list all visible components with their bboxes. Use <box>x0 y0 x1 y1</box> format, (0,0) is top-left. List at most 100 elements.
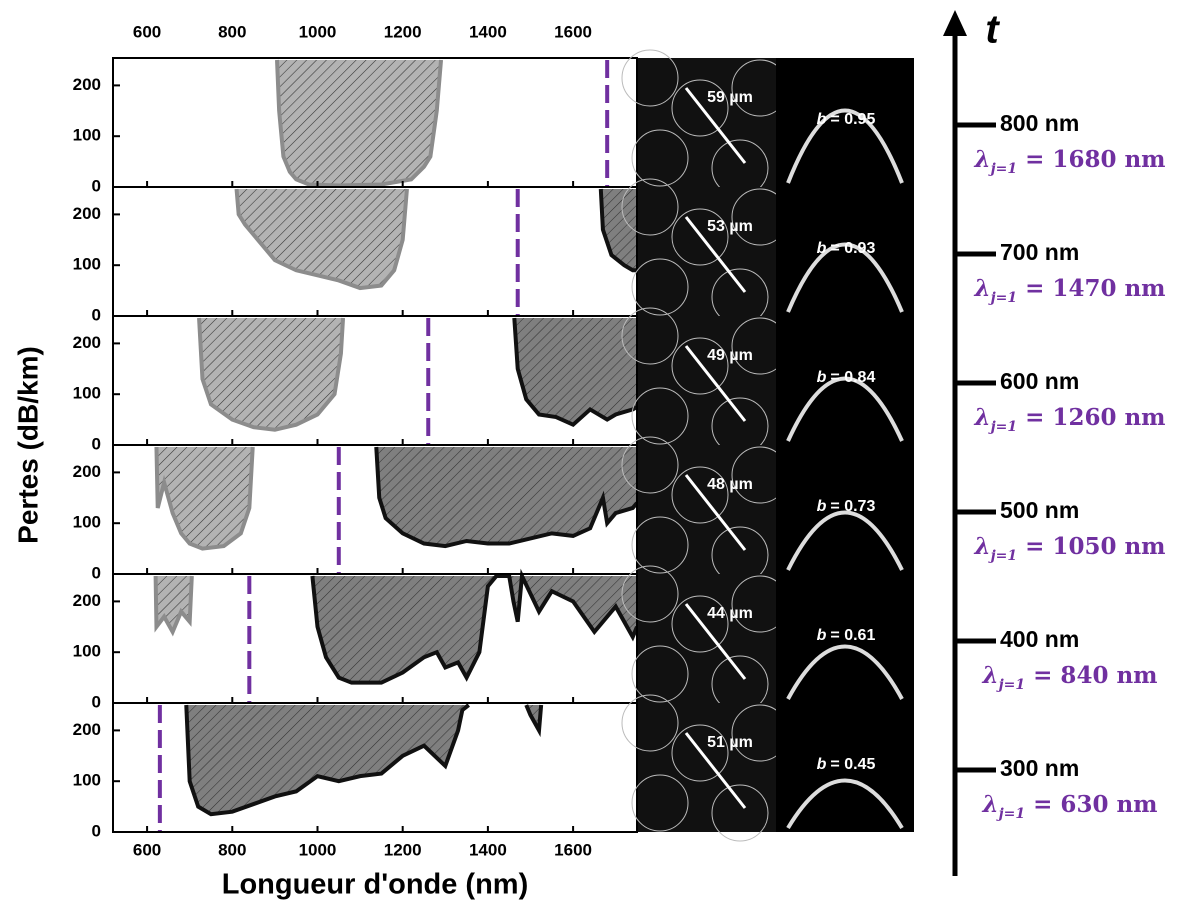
thickness-label: 800 nm <box>1000 110 1079 136</box>
loss-curve <box>234 188 409 291</box>
y-tick-label: 0 <box>92 305 101 324</box>
sem-images: 51 µm b = 0.45 <box>621 694 914 842</box>
y-tick-label: 100 <box>73 384 101 403</box>
x-tick-label-top: 1400 <box>469 22 507 41</box>
sem-tube <box>621 307 679 365</box>
loss-hatch <box>186 705 469 815</box>
sem-core <box>776 58 914 187</box>
lambda-symbol: λ <box>973 275 990 302</box>
lambda-subscript: j=1 <box>988 548 1018 564</box>
thickness-label: 300 nm <box>1000 755 1079 781</box>
pitch-arrow <box>684 87 747 164</box>
lambda-subscript: j=1 <box>996 677 1026 693</box>
sem-tube <box>631 387 689 445</box>
sem-membrane <box>786 644 904 700</box>
lambda-symbol: λ <box>973 404 990 431</box>
y-axis-label: Pertes (dB/km) <box>12 346 43 544</box>
loss-curve <box>524 704 544 738</box>
x-tick-label: 800 <box>218 840 246 859</box>
panel <box>153 568 637 685</box>
loss-hatch <box>155 576 192 632</box>
b-symbol: b <box>817 756 827 773</box>
sem-images: 53 µm b = 0.93 <box>621 178 914 326</box>
panel <box>234 188 637 291</box>
b-symbol: b <box>817 111 827 128</box>
pitch-arrow <box>684 603 747 680</box>
b-label: b = 0.45 <box>817 756 876 773</box>
sem-tube <box>621 694 679 752</box>
x-tick-label: 1200 <box>384 840 422 859</box>
sem-cladding <box>638 187 776 316</box>
y-tick-label: 100 <box>73 255 101 274</box>
loss-hatch <box>376 447 637 547</box>
sem-cladding <box>638 574 776 703</box>
sem-tube <box>631 258 689 316</box>
sem-cladding <box>638 445 776 574</box>
b-value: = 0.84 <box>830 369 875 386</box>
thickness-label: 700 nm <box>1000 239 1079 265</box>
pitch-label: 51 µm <box>707 734 753 751</box>
y-tick-label: 100 <box>73 513 101 532</box>
loss-hatch <box>277 60 442 186</box>
loss-curve <box>310 568 637 685</box>
b-value: = 0.45 <box>830 756 875 773</box>
lambda-symbol: λ <box>981 662 998 689</box>
sem-tube <box>671 595 729 653</box>
sem-tube <box>671 724 729 782</box>
sem-tube <box>671 79 729 137</box>
sem-tube <box>621 436 679 494</box>
loss-curve <box>598 188 637 273</box>
lambda-label: λj=1 = 1470 nm <box>973 275 1165 306</box>
pitch-arrow <box>684 732 747 809</box>
thickness-label: 400 nm <box>1000 626 1079 652</box>
y-tick-label: 100 <box>73 771 101 790</box>
lambda-symbol: λ <box>973 146 990 173</box>
lambda-value: = 630 nm <box>1033 791 1157 818</box>
sem-membrane <box>786 778 904 830</box>
loss-hatch <box>514 318 637 425</box>
sem-tube <box>631 129 689 187</box>
loss-curve <box>154 446 255 551</box>
pitch-label: 48 µm <box>707 476 753 493</box>
y-tick-label: 0 <box>92 692 101 711</box>
thickness-label: 500 nm <box>1000 497 1079 523</box>
sem-membrane <box>786 510 904 571</box>
x-tick-label-top: 600 <box>133 22 161 41</box>
lambda-value: = 840 nm <box>1033 662 1157 689</box>
y-tick-label: 200 <box>73 720 101 739</box>
x-tick-label: 1000 <box>299 840 337 859</box>
x-tick-label: 1400 <box>469 840 507 859</box>
lambda-label: λj=1 = 840 nm <box>981 662 1157 693</box>
lambda-subscript: j=1 <box>988 290 1018 306</box>
lambda-subscript: j=1 <box>988 419 1018 435</box>
lambda-label: λj=1 = 1680 nm <box>973 146 1165 177</box>
y-tick-label: 200 <box>73 333 101 352</box>
sem-cladding <box>638 703 776 832</box>
loss-hatch <box>600 189 637 271</box>
lambda-value: = 1680 nm <box>1025 146 1165 173</box>
y-tick-label: 0 <box>92 434 101 453</box>
pitch-label: 53 µm <box>707 218 753 235</box>
sem-cladding <box>638 316 776 445</box>
sem-tube <box>671 208 729 266</box>
b-value: = 0.95 <box>830 111 875 128</box>
x-tick-label: 600 <box>133 840 161 859</box>
loss-curve <box>197 317 346 432</box>
sem-tube <box>631 645 689 703</box>
sem-tube <box>671 337 729 395</box>
y-tick-label: 200 <box>73 75 101 94</box>
sem-images: 44 µm b = 0.61 <box>621 565 914 713</box>
b-value: = 0.73 <box>830 498 875 515</box>
x-axis-label: Longueur d'onde (nm) <box>222 869 529 901</box>
b-label: b = 0.93 <box>817 240 876 257</box>
sem-tube <box>631 774 689 832</box>
lambda-subscript: j=1 <box>996 806 1026 822</box>
x-tick-label-top: 1000 <box>299 22 337 41</box>
sem-tube <box>621 178 679 236</box>
loss-curve <box>374 446 637 549</box>
b-symbol: b <box>817 240 827 257</box>
b-label: b = 0.95 <box>817 111 876 128</box>
sem-membrane <box>786 376 904 442</box>
sem-images: 59 µm b = 0.95 <box>621 49 914 197</box>
